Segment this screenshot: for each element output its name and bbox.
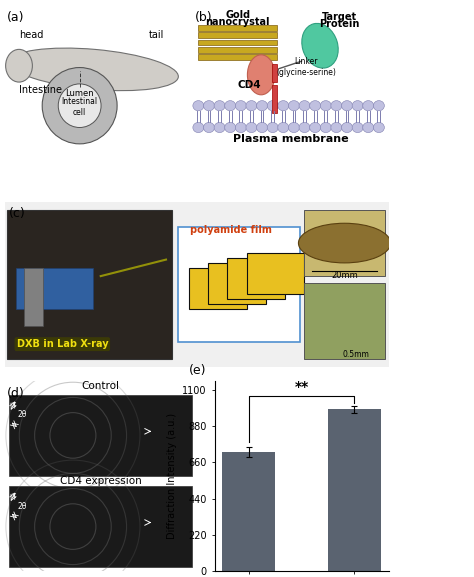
Circle shape — [363, 122, 374, 133]
Bar — [272, 64, 277, 82]
Circle shape — [225, 100, 236, 111]
Circle shape — [42, 68, 117, 144]
Circle shape — [331, 100, 342, 111]
Y-axis label: Diffraction Intensity (a.u.): Diffraction Intensity (a.u.) — [167, 413, 177, 539]
Text: **: ** — [294, 380, 309, 395]
Text: Intestinal
cell: Intestinal cell — [62, 98, 98, 117]
Text: nanocrystal: nanocrystal — [205, 17, 270, 27]
Text: Target: Target — [322, 12, 357, 23]
Bar — [198, 40, 277, 46]
Ellipse shape — [9, 48, 178, 91]
Bar — [24, 268, 43, 325]
Circle shape — [278, 122, 289, 133]
Bar — [177, 227, 301, 342]
Text: x: x — [11, 491, 16, 500]
Ellipse shape — [247, 55, 275, 95]
Circle shape — [342, 100, 353, 111]
Bar — [198, 54, 277, 60]
FancyBboxPatch shape — [228, 258, 285, 299]
Bar — [198, 32, 277, 38]
Circle shape — [246, 100, 257, 111]
Bar — [304, 210, 385, 276]
Text: Control: Control — [82, 381, 119, 391]
Bar — [198, 25, 277, 31]
Bar — [198, 47, 277, 53]
Circle shape — [320, 122, 331, 133]
Bar — [304, 283, 385, 359]
Circle shape — [299, 122, 310, 133]
Bar — [328, 409, 381, 571]
Circle shape — [203, 100, 214, 111]
Text: Intestine: Intestine — [19, 85, 62, 95]
Circle shape — [256, 122, 267, 133]
Circle shape — [256, 100, 267, 111]
Text: polyamide film: polyamide film — [191, 225, 272, 235]
Circle shape — [193, 100, 204, 111]
Text: Linker
(glycine-serine): Linker (glycine-serine) — [276, 58, 336, 77]
Circle shape — [203, 122, 214, 133]
Circle shape — [299, 223, 391, 263]
FancyBboxPatch shape — [189, 268, 246, 309]
Circle shape — [246, 122, 257, 133]
Circle shape — [225, 122, 236, 133]
Circle shape — [267, 100, 278, 111]
Bar — [16, 268, 93, 309]
Circle shape — [214, 122, 225, 133]
Circle shape — [289, 122, 300, 133]
Circle shape — [235, 100, 246, 111]
Circle shape — [193, 122, 204, 133]
Circle shape — [342, 122, 353, 133]
Text: (b): (b) — [194, 11, 212, 24]
Text: (e): (e) — [189, 365, 206, 377]
Circle shape — [320, 100, 331, 111]
Text: 2θ: 2θ — [17, 410, 27, 419]
Text: CD4 expression: CD4 expression — [60, 476, 141, 486]
FancyBboxPatch shape — [208, 263, 266, 304]
Ellipse shape — [302, 24, 338, 68]
Bar — [7, 210, 172, 359]
Text: (d): (d) — [7, 387, 24, 400]
Text: Lumen: Lumen — [65, 89, 94, 98]
Text: (a): (a) — [7, 11, 24, 24]
Bar — [9, 395, 192, 476]
Bar — [9, 486, 192, 567]
Circle shape — [331, 122, 342, 133]
Circle shape — [214, 100, 225, 111]
Circle shape — [58, 84, 101, 128]
Circle shape — [374, 100, 384, 111]
Circle shape — [299, 100, 310, 111]
Circle shape — [267, 122, 278, 133]
Circle shape — [352, 122, 363, 133]
Text: head: head — [19, 31, 44, 40]
Ellipse shape — [6, 50, 32, 82]
Text: 2θ: 2θ — [17, 501, 27, 511]
Text: (c): (c) — [9, 207, 25, 220]
Text: CD4: CD4 — [237, 80, 261, 89]
Text: DXB in Lab X-ray: DXB in Lab X-ray — [17, 339, 108, 349]
Circle shape — [310, 100, 320, 111]
Circle shape — [289, 100, 300, 111]
Circle shape — [278, 100, 289, 111]
Bar — [222, 452, 275, 571]
Text: Plasma membrane: Plasma membrane — [233, 134, 348, 144]
Text: Protein: Protein — [319, 18, 360, 29]
Bar — [272, 85, 277, 113]
Circle shape — [310, 122, 320, 133]
Text: tail: tail — [149, 31, 164, 40]
Text: x: x — [11, 400, 16, 409]
Text: 0.5mm: 0.5mm — [343, 350, 370, 359]
FancyBboxPatch shape — [246, 253, 304, 294]
Circle shape — [352, 100, 363, 111]
Text: 20mm: 20mm — [331, 271, 358, 280]
Circle shape — [374, 122, 384, 133]
Circle shape — [235, 122, 246, 133]
Text: Gold: Gold — [225, 10, 250, 21]
Circle shape — [363, 100, 374, 111]
